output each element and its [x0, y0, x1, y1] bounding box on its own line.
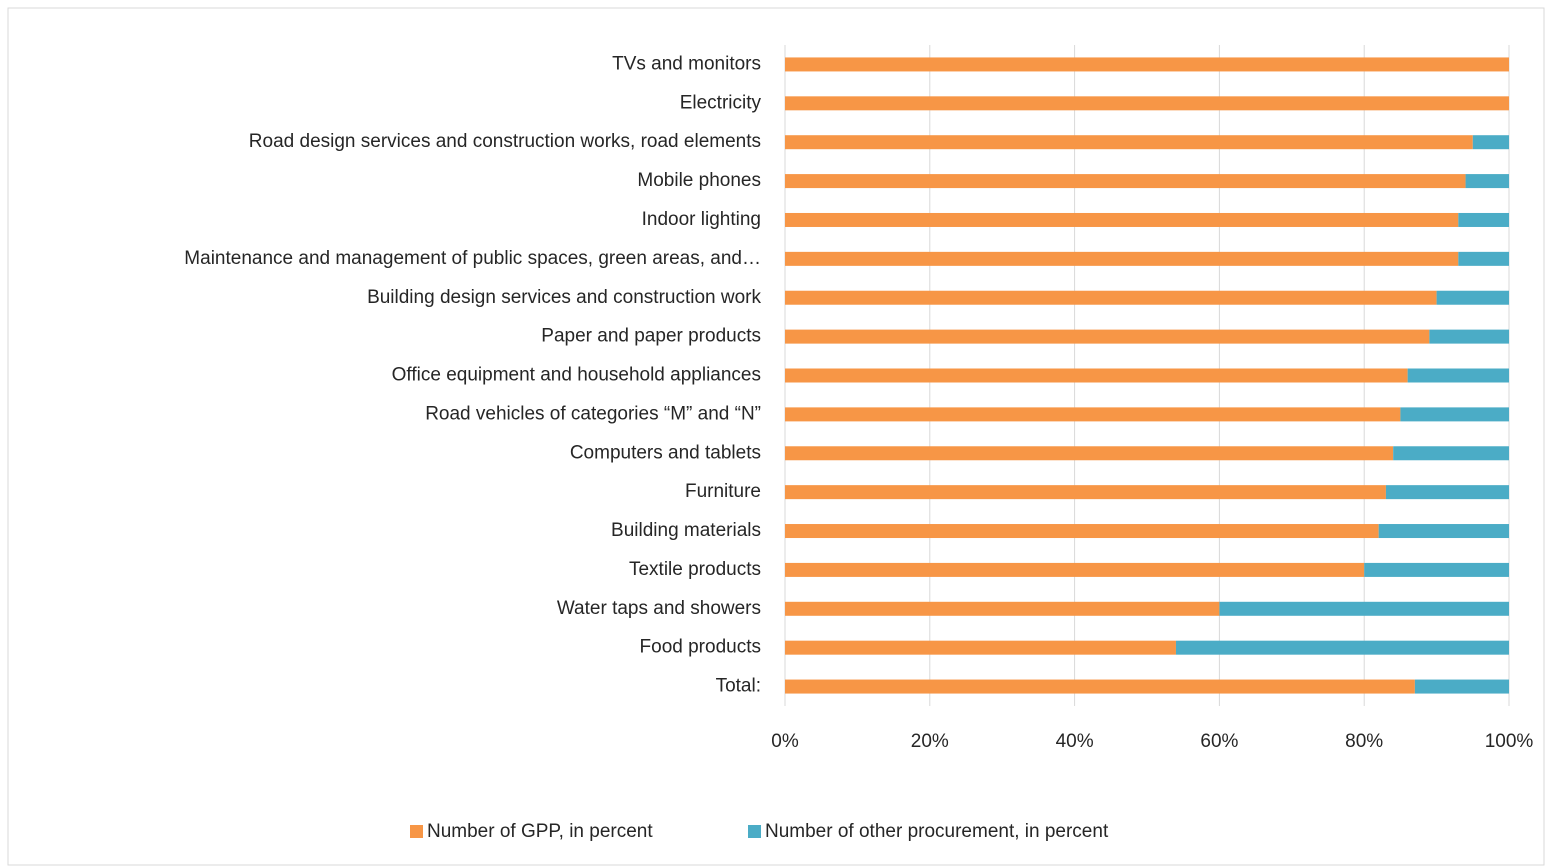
- y-tick-label: Total:: [716, 676, 761, 697]
- bar-segment: [785, 524, 1379, 539]
- bar-segment: [785, 640, 1176, 655]
- bar-segment: [785, 329, 1430, 344]
- x-tick-label: 80%: [1345, 731, 1383, 752]
- bar-segment: [785, 135, 1473, 150]
- x-tick-label: 60%: [1200, 731, 1238, 752]
- bar-segment: [785, 368, 1408, 383]
- y-tick-label: Building design services and constructio…: [367, 287, 761, 308]
- bar-segment: [785, 446, 1394, 461]
- bar-segment: [1458, 251, 1509, 266]
- x-tick-label: 20%: [911, 731, 949, 752]
- bar-segment: [1219, 601, 1509, 616]
- bar-segment: [1393, 446, 1509, 461]
- bar-segment: [785, 407, 1401, 422]
- y-tick-label: Electricity: [680, 92, 762, 113]
- x-tick-label: 100%: [1485, 731, 1534, 752]
- bar-segment: [1378, 524, 1509, 539]
- y-tick-label: Maintenance and management of public spa…: [184, 248, 761, 269]
- bar-segment: [785, 212, 1459, 227]
- legend-label: Number of GPP, in percent: [427, 821, 653, 842]
- y-tick-label: Furniture: [685, 481, 761, 502]
- y-tick-label: Food products: [640, 637, 761, 658]
- bar-segment: [1407, 368, 1509, 383]
- legend-swatch: [410, 825, 423, 838]
- y-tick-label: Textile products: [629, 559, 761, 580]
- x-tick-label: 0%: [771, 731, 799, 752]
- bar-segment: [785, 290, 1437, 305]
- y-tick-label: Road vehicles of categories “M” and “N”: [425, 403, 761, 424]
- bar-segment: [785, 601, 1220, 616]
- bar-segment: [1465, 174, 1509, 189]
- y-tick-label: Mobile phones: [637, 170, 761, 191]
- bar-segment: [1458, 212, 1509, 227]
- y-tick-label: TVs and monitors: [612, 53, 761, 74]
- y-tick-label: Road design services and construction wo…: [249, 131, 761, 152]
- y-tick-label: Computers and tablets: [570, 442, 761, 463]
- bar-segment: [785, 251, 1459, 266]
- bar-segment: [1400, 407, 1509, 422]
- bar-segment: [1175, 640, 1509, 655]
- bar-segment: [1429, 329, 1509, 344]
- legend-label: Number of other procurement, in percent: [765, 821, 1109, 842]
- bar-segment: [785, 57, 1509, 72]
- y-tick-label: Paper and paper products: [541, 326, 761, 347]
- x-tick-label: 40%: [1056, 731, 1094, 752]
- bar-segment: [1436, 290, 1509, 305]
- bar-segment: [1414, 679, 1509, 694]
- bar-segment: [1385, 485, 1509, 500]
- bar-segment: [785, 679, 1415, 694]
- y-tick-label: Building materials: [611, 520, 761, 541]
- chart-border: [7, 7, 1545, 866]
- bar-segment: [785, 96, 1509, 111]
- bar-segment: [785, 562, 1365, 577]
- bar-segment: [1472, 135, 1509, 150]
- legend-swatch: [748, 825, 761, 838]
- bar-segment: [785, 485, 1386, 500]
- bar-segment: [1364, 562, 1509, 577]
- y-tick-label: Office equipment and household appliance…: [392, 365, 761, 386]
- bar-segment: [785, 174, 1466, 189]
- y-tick-label: Indoor lighting: [642, 209, 761, 230]
- y-tick-label: Water taps and showers: [557, 598, 761, 619]
